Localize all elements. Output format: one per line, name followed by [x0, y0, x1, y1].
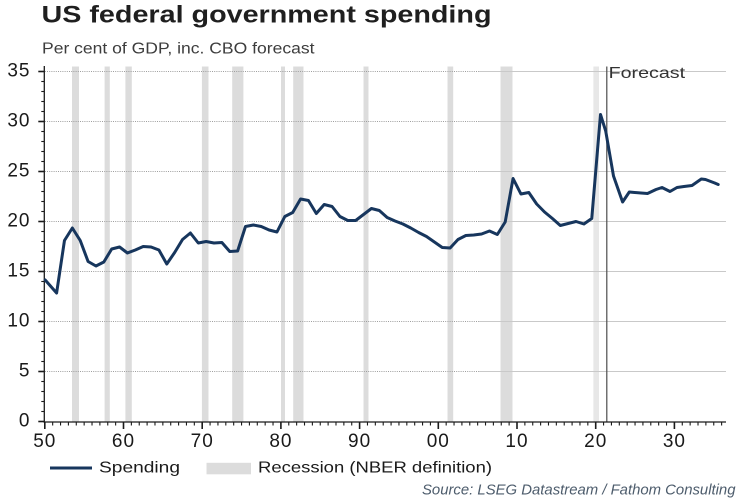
svg-text:20: 20 — [584, 431, 607, 452]
svg-text:00: 00 — [427, 431, 450, 452]
svg-text:20: 20 — [7, 211, 30, 232]
svg-text:10: 10 — [7, 311, 30, 332]
svg-text:60: 60 — [112, 431, 135, 452]
svg-text:25: 25 — [7, 161, 30, 182]
svg-text:Per cent of GDP, inc. CBO fore: Per cent of GDP, inc. CBO forecast — [42, 41, 315, 58]
svg-text:US federal government spending: US federal government spending — [42, 2, 492, 29]
svg-text:0: 0 — [19, 411, 31, 432]
svg-text:30: 30 — [7, 111, 30, 132]
svg-text:70: 70 — [191, 431, 214, 452]
svg-text:Source: LSEG Datastream / Fath: Source: LSEG Datastream / Fathom Consult… — [422, 482, 736, 499]
svg-text:90: 90 — [348, 431, 371, 452]
svg-text:50: 50 — [33, 431, 56, 452]
svg-text:15: 15 — [7, 261, 30, 282]
svg-text:Recession (NBER definition): Recession (NBER definition) — [258, 460, 492, 477]
svg-text:Spending: Spending — [99, 460, 180, 477]
svg-text:80: 80 — [269, 431, 292, 452]
svg-text:35: 35 — [7, 61, 30, 82]
svg-text:30: 30 — [663, 431, 686, 452]
svg-text:Forecast: Forecast — [609, 65, 686, 82]
svg-text:5: 5 — [19, 361, 31, 382]
svg-text:10: 10 — [505, 431, 528, 452]
